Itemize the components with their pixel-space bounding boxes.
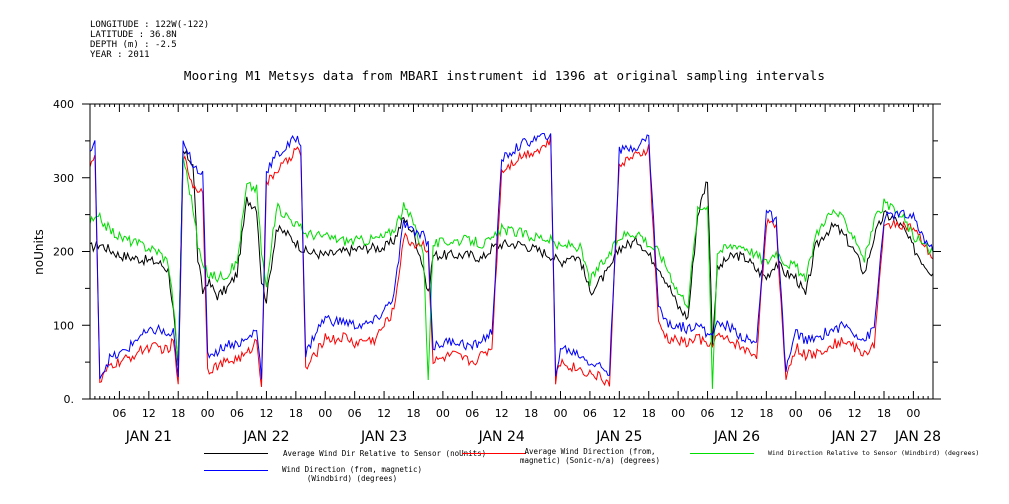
- x-tick-label: 18: [759, 407, 773, 420]
- x-tick-label: 06: [348, 407, 362, 420]
- legend-label-black: Average Wind Dir Relative to Sensor (noU…: [283, 449, 487, 458]
- legend-label-green: Wind Direction Relative to Sensor (Windb…: [768, 449, 980, 457]
- x-tick-label: 06: [818, 407, 832, 420]
- legend-label-blue-text: Wind Direction (from, magnetic) (Windbir…: [282, 465, 422, 483]
- y-tick-label: 0.: [64, 393, 75, 406]
- x-tick-label: 06: [230, 407, 244, 420]
- x-tick-label: 18: [171, 407, 185, 420]
- legend-swatch-red: [462, 453, 526, 454]
- legend-label-blue: Wind Direction (from, magnetic) (Windbir…: [272, 465, 432, 483]
- longitude-text: LONGITUDE : 122W(-122): [90, 20, 210, 30]
- legend-label-red-text: Average Wind Direction (from, magnetic) …: [520, 447, 660, 465]
- year-text: YEAR : 2011: [90, 50, 150, 60]
- series-line-1: [89, 135, 934, 387]
- day-label: JAN 25: [595, 429, 642, 445]
- day-label: JAN 28: [894, 429, 941, 445]
- x-tick-label: 06: [112, 407, 126, 420]
- y-axis-label: noUnits: [32, 229, 46, 275]
- x-tick-label: 12: [730, 407, 744, 420]
- x-tick-label: 12: [495, 407, 509, 420]
- x-tick-label: 00: [554, 407, 568, 420]
- x-tick-label: 00: [318, 407, 332, 420]
- legend-label-red: Average Wind Direction (from, magnetic) …: [520, 447, 660, 465]
- day-label: JAN 26: [713, 429, 760, 445]
- x-tick-label: 12: [142, 407, 156, 420]
- series-line-3: [89, 133, 934, 380]
- x-tick-label: 18: [406, 407, 420, 420]
- x-tick-label: 00: [671, 407, 685, 420]
- x-tick-label: 12: [377, 407, 391, 420]
- legend-swatch-black: [204, 453, 268, 454]
- y-tick-label: 300: [53, 172, 74, 185]
- legend-swatch-green: [690, 453, 754, 454]
- x-tick-label: 06: [701, 407, 715, 420]
- chart-title: Mooring M1 Metsys data from MBARI instru…: [183, 68, 826, 83]
- day-label: JAN 24: [478, 429, 525, 445]
- day-label: JAN 21: [125, 429, 172, 445]
- plot-frame: [89, 103, 934, 400]
- x-tick-label: 18: [524, 407, 538, 420]
- x-tick-label: 12: [259, 407, 273, 420]
- y-tick-label: 200: [53, 246, 74, 259]
- x-tick-label: 00: [906, 407, 920, 420]
- x-tick-label: 06: [583, 407, 597, 420]
- x-tick-label: 18: [289, 407, 303, 420]
- x-tick-label: 18: [877, 407, 891, 420]
- series-line-2: [89, 156, 934, 389]
- x-tick-label: 12: [848, 407, 862, 420]
- x-tick-label: 06: [465, 407, 479, 420]
- y-tick-label: 400: [53, 98, 74, 111]
- day-label: JAN 22: [242, 429, 289, 445]
- x-tick-label: 18: [642, 407, 656, 420]
- x-tick-label: 12: [612, 407, 626, 420]
- y-tick-label: 100: [53, 319, 74, 332]
- series-line-0: [89, 149, 934, 366]
- legend-swatch-blue: [204, 470, 268, 471]
- x-tick-label: 00: [436, 407, 450, 420]
- metadata-block: LONGITUDE : 122W(-122) LATITUDE : 36.8N …: [90, 20, 209, 60]
- latitude-text: LATITUDE : 36.8N: [90, 30, 177, 40]
- x-tick-label: 00: [789, 407, 803, 420]
- day-label: JAN 27: [830, 429, 877, 445]
- depth-text: DEPTH (m) : -2.5: [90, 40, 177, 50]
- day-label: JAN 23: [360, 429, 407, 445]
- x-tick-label: 00: [201, 407, 215, 420]
